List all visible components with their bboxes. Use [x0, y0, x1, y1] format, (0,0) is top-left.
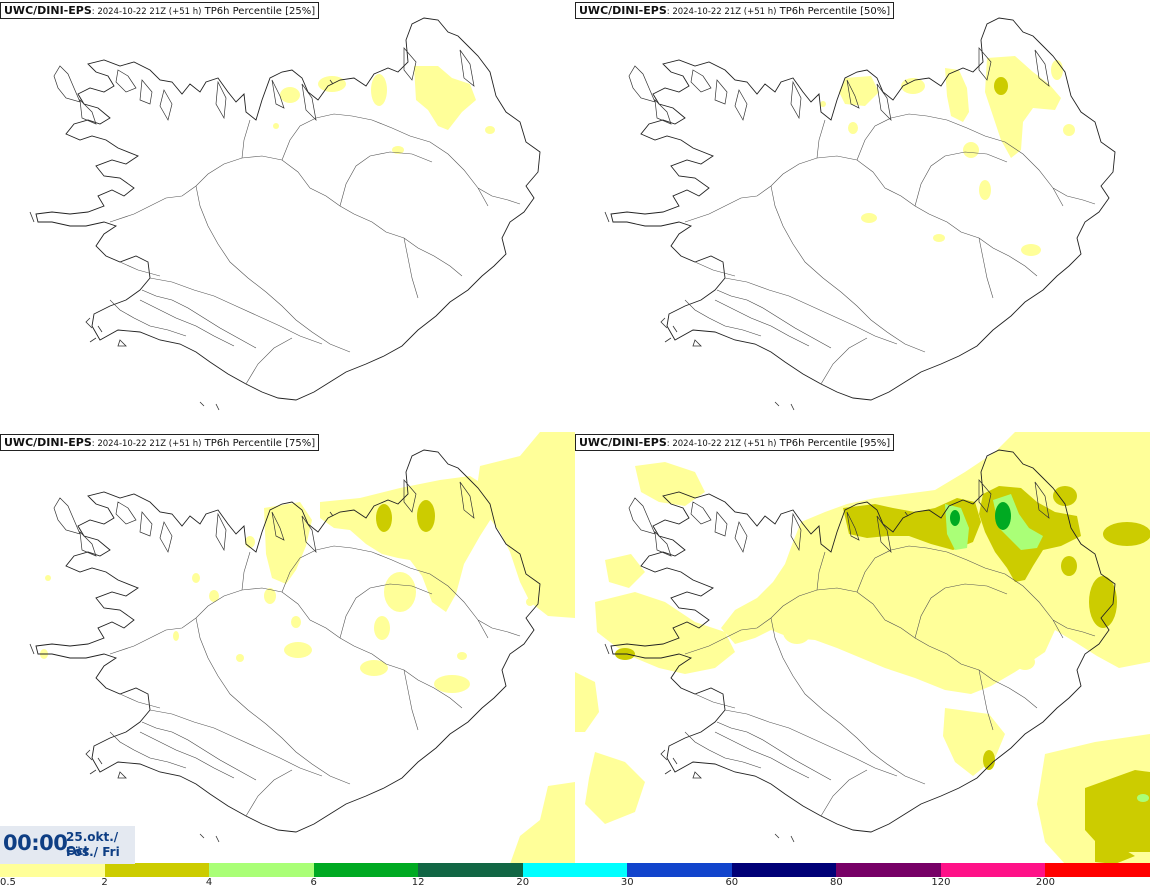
iceland-coastline	[29, 17, 541, 411]
run-time: : 2024-10-22 21Z (+51 h)	[666, 439, 777, 449]
colorbar-swatch	[731, 863, 837, 877]
map-panel-p25: UWC/DINI-EPS: 2024-10-22 21Z (+51 h) TP6…	[0, 0, 575, 432]
panel-title: UWC/DINI-EPS: 2024-10-22 21Z (+51 h) TP6…	[0, 434, 320, 451]
valid-date-line1: 25.okt./ Oct	[66, 830, 119, 858]
panel-title: UWC/DINI-EPS: 2024-10-22 21Z (+51 h) TP6…	[575, 2, 895, 19]
map-panel-p95: UWC/DINI-EPS: 2024-10-22 21Z (+51 h) TP6…	[575, 432, 1150, 864]
panel-title: UWC/DINI-EPS: 2024-10-22 21Z (+51 h) TP6…	[0, 2, 320, 19]
colorbar-swatch	[209, 863, 314, 877]
precip-layer-p75	[40, 432, 575, 864]
colorbar-tick-label: 200	[1035, 877, 1055, 888]
run-time: : 2024-10-22 21Z (+51 h)	[666, 7, 777, 17]
colorbar-swatch	[0, 863, 105, 877]
colorbar-swatch	[313, 863, 419, 877]
iceland-map-p95	[575, 432, 1150, 864]
colorbar-tick-label: 2	[101, 877, 108, 888]
iceland-map-p75	[29, 432, 575, 864]
precip-colorbar: 0.5 2 4 6 12 20 30 60 80 120 200	[0, 863, 1150, 891]
colorbar-tick-label: 80	[829, 877, 843, 888]
colorbar-tick-label: 30	[620, 877, 634, 888]
valid-date-line2: Fös./ Fri	[66, 845, 120, 859]
colorbar-swatch	[627, 863, 732, 877]
colorbar-swatch	[940, 863, 1046, 877]
colorbar-swatches	[0, 863, 1150, 877]
model-name: UWC/DINI-EPS	[4, 4, 92, 17]
field-name: TP6h Percentile [75%]	[201, 438, 316, 449]
colorbar-tick-label: 0.5	[0, 877, 16, 888]
colorbar-tick-label: 120	[931, 877, 951, 888]
iceland-map-p25	[29, 17, 541, 411]
valid-time-clock: 00:00	[3, 831, 68, 855]
colorbar-tick-label: 6	[310, 877, 317, 888]
colorbar-swatch	[418, 863, 523, 877]
colorbar-tick-label: 20	[516, 877, 530, 888]
panel-title: UWC/DINI-EPS: 2024-10-22 21Z (+51 h) TP6…	[575, 434, 895, 451]
valid-time-box: 00:00 25.okt./ Oct Fös./ Fri	[0, 826, 135, 864]
colorbar-tick-label: 12	[411, 877, 425, 888]
colorbar-tick-label: 60	[725, 877, 739, 888]
colorbar-swatch	[836, 863, 941, 877]
colorbar-swatch	[522, 863, 628, 877]
field-name: TP6h Percentile [50%]	[776, 6, 891, 17]
model-name: UWC/DINI-EPS	[579, 436, 667, 449]
run-time: : 2024-10-22 21Z (+51 h)	[91, 439, 202, 449]
field-name: TP6h Percentile [25%]	[201, 6, 316, 17]
map-panel-p50: UWC/DINI-EPS: 2024-10-22 21Z (+51 h) TP6…	[575, 0, 1150, 432]
colorbar-swatch	[104, 863, 210, 877]
model-name: UWC/DINI-EPS	[579, 4, 667, 17]
iceland-coastline	[604, 17, 1116, 411]
run-time: : 2024-10-22 21Z (+51 h)	[91, 7, 202, 17]
model-name: UWC/DINI-EPS	[4, 436, 92, 449]
precip-layer-p95	[575, 432, 1150, 864]
precip-layer-p50	[820, 56, 1075, 256]
iceland-map-p50	[604, 17, 1116, 411]
colorbar-tick-label: 4	[205, 877, 213, 888]
colorbar-swatch	[1045, 863, 1150, 877]
field-name: TP6h Percentile [95%]	[776, 438, 891, 449]
map-panel-p75: UWC/DINI-EPS: 2024-10-22 21Z (+51 h) TP6…	[0, 432, 575, 864]
